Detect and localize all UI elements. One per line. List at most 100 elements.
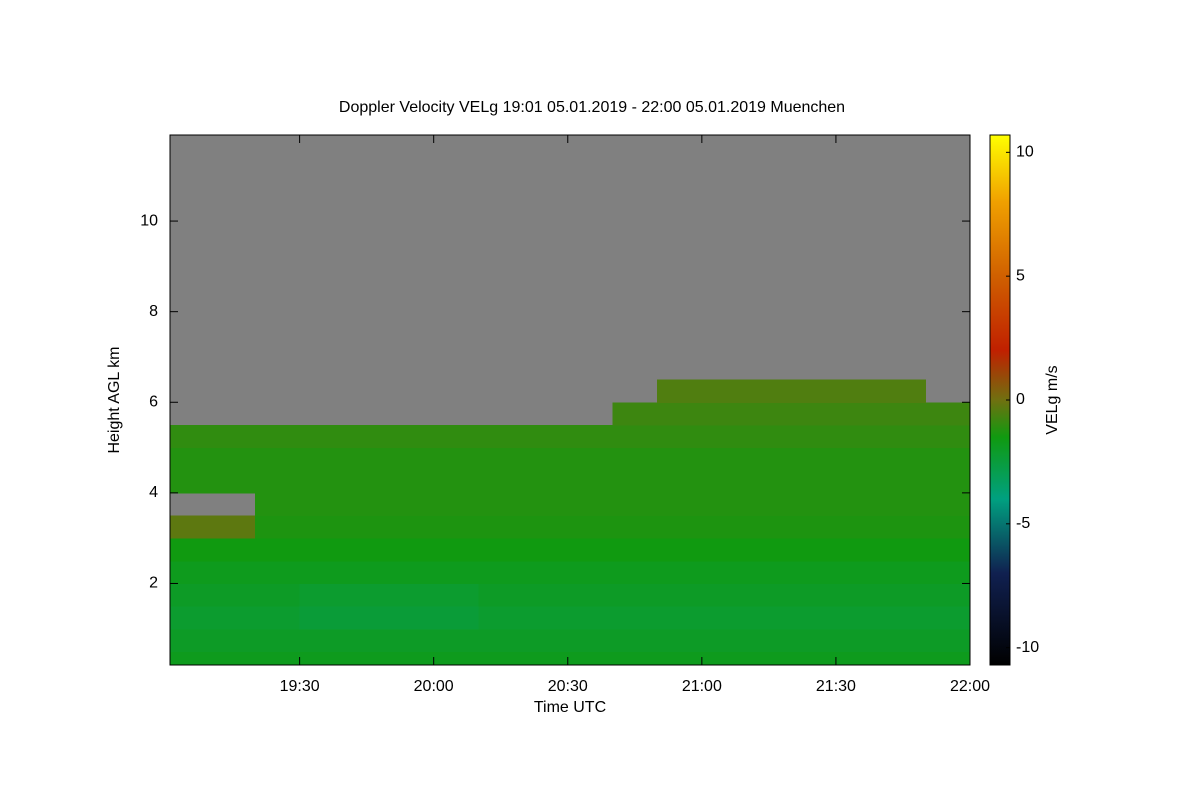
x-tick-label: 21:00 (682, 678, 722, 695)
heatmap-cell (701, 379, 748, 403)
x-tick-label: 20:00 (414, 678, 454, 695)
heatmap-cell (925, 424, 971, 449)
heatmap-cell (612, 628, 658, 652)
heatmap-cell (746, 492, 792, 517)
heatmap-cell (835, 583, 882, 607)
heatmap-cell (835, 515, 882, 539)
heatmap-cell (612, 560, 658, 584)
heatmap-cell (791, 492, 837, 517)
heatmap-cell (567, 447, 613, 471)
heatmap-cell (567, 628, 613, 652)
heatmap-cell (701, 492, 748, 517)
heatmap-cell (746, 538, 792, 562)
colorbar-tick-label: 5 (1016, 267, 1025, 284)
heatmap-cell (746, 470, 792, 494)
heatmap-cell (433, 470, 479, 494)
heatmap-cell (567, 538, 613, 562)
heatmap-cell (344, 515, 390, 539)
heatmap-cell (254, 424, 301, 449)
heatmap-cell (433, 560, 479, 584)
heatmap-cell (567, 606, 613, 630)
heatmap-cell (746, 447, 792, 471)
heatmap-cell (170, 447, 211, 471)
plot-frame (169, 134, 971, 666)
heatmap-cell (433, 651, 479, 666)
colorbar-label: VELg m/s (1044, 365, 1061, 434)
heatmap-cell (701, 583, 748, 607)
heatmap-cell (388, 651, 435, 666)
heatmap-cell (612, 470, 658, 494)
heatmap-cell (254, 583, 301, 607)
heatmap-cell (210, 470, 256, 494)
heatmap-cell (523, 583, 569, 607)
heatmap-cell (657, 651, 703, 666)
heatmap-cell (210, 424, 256, 449)
heatmap-cell (344, 470, 390, 494)
heatmap-cell (567, 651, 613, 666)
heatmap-cell (835, 424, 882, 449)
heatmap-cell (170, 538, 211, 562)
x-tick-label: 21:30 (816, 678, 856, 695)
heatmap-cell (880, 606, 926, 630)
heatmap-cell (791, 379, 837, 403)
heatmap-cell (478, 560, 524, 584)
y-tick-label: 4 (149, 484, 158, 501)
heatmap-cell (254, 628, 301, 652)
heatmap-cell (433, 583, 479, 607)
heatmap-cell (567, 583, 613, 607)
heatmap-cell (254, 651, 301, 666)
heatmap-cell (433, 492, 479, 517)
heatmap-cell (523, 606, 569, 630)
heatmap-cell (523, 492, 569, 517)
heatmap-cell (612, 583, 658, 607)
heatmap-cell (299, 538, 345, 562)
heatmap-cell (523, 560, 569, 584)
heatmap-cell (299, 651, 345, 666)
heatmap-cell (523, 651, 569, 666)
heatmap-cell (254, 515, 301, 539)
x-tick-label: 19:30 (280, 678, 320, 695)
heatmap-cell (478, 583, 524, 607)
heatmap-cell (478, 424, 524, 449)
heatmap-cell (299, 560, 345, 584)
heatmap-cell (433, 538, 479, 562)
heatmap-cell (523, 424, 569, 449)
heatmap-cell (746, 628, 792, 652)
heatmap-cell (925, 651, 971, 666)
heatmap-cell (835, 470, 882, 494)
heatmap-cell (388, 492, 435, 517)
heatmap-cell (344, 651, 390, 666)
y-tick-label: 10 (140, 212, 158, 229)
heatmap-cell (388, 560, 435, 584)
heatmap-cell (701, 515, 748, 539)
heatmap-cell (254, 560, 301, 584)
heatmap-cell (880, 538, 926, 562)
heatmap-cell (657, 470, 703, 494)
heatmap-cell (701, 606, 748, 630)
heatmap-cell (880, 651, 926, 666)
x-axis-label: Time UTC (534, 699, 606, 716)
heatmap-cell (835, 447, 882, 471)
heatmap-cell (791, 583, 837, 607)
heatmap-cell (791, 424, 837, 449)
heatmap-cell (657, 538, 703, 562)
heatmap-cell (478, 538, 524, 562)
heatmap-cell (612, 538, 658, 562)
heatmap-cell (657, 402, 703, 426)
heatmap-cell (567, 470, 613, 494)
heatmap-cell (523, 628, 569, 652)
heatmap-cell (388, 538, 435, 562)
heatmap-cell (791, 560, 837, 584)
heatmap-cell (612, 492, 658, 517)
heatmap-cell (657, 606, 703, 630)
heatmap-cell (170, 628, 211, 652)
heatmap-cell (299, 447, 345, 471)
heatmap-cell (299, 492, 345, 517)
heatmap-cell (657, 447, 703, 471)
heatmap-cell (701, 470, 748, 494)
y-tick-label: 6 (149, 393, 158, 410)
heatmap-cell (657, 424, 703, 449)
heatmap-cell (612, 424, 658, 449)
heatmap-cell (791, 606, 837, 630)
heatmap-cell (701, 628, 748, 652)
